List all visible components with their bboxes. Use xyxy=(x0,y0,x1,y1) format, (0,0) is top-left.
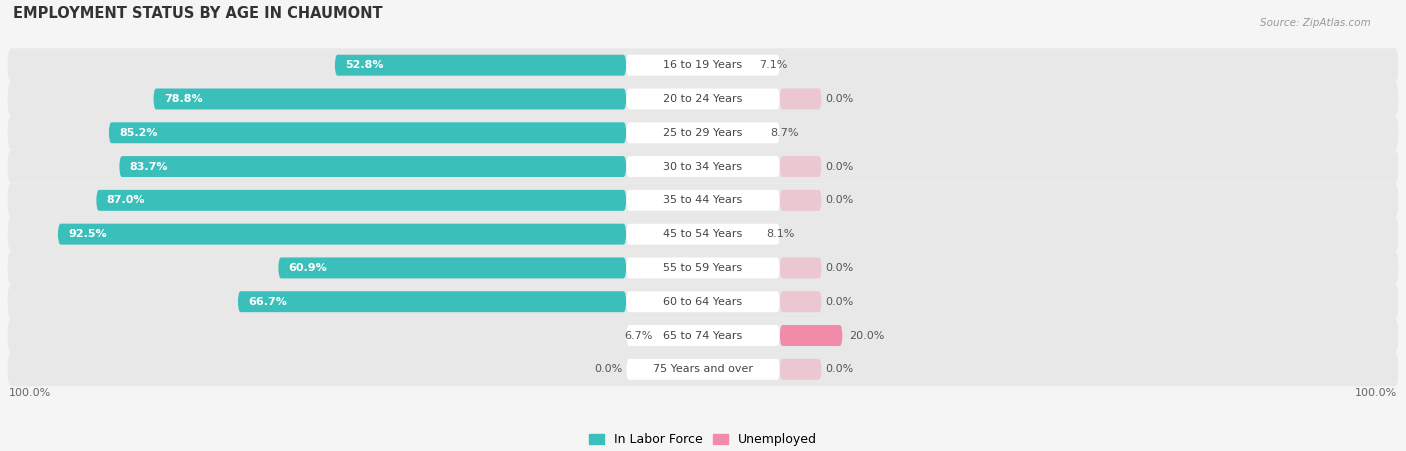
Text: 100.0%: 100.0% xyxy=(8,388,51,398)
FancyBboxPatch shape xyxy=(626,291,780,312)
Text: 75 Years and over: 75 Years and over xyxy=(652,364,754,374)
FancyBboxPatch shape xyxy=(238,291,626,312)
Text: 0.0%: 0.0% xyxy=(825,364,853,374)
Text: 0.0%: 0.0% xyxy=(595,364,623,374)
FancyBboxPatch shape xyxy=(626,190,780,211)
FancyBboxPatch shape xyxy=(278,258,626,278)
FancyBboxPatch shape xyxy=(626,359,780,380)
Text: 0.0%: 0.0% xyxy=(825,195,853,205)
FancyBboxPatch shape xyxy=(7,150,1399,184)
Text: 85.2%: 85.2% xyxy=(120,128,157,138)
FancyBboxPatch shape xyxy=(153,88,626,110)
Text: 8.1%: 8.1% xyxy=(766,229,794,239)
Text: 83.7%: 83.7% xyxy=(129,161,169,171)
Text: 20 to 24 Years: 20 to 24 Years xyxy=(664,94,742,104)
Text: 45 to 54 Years: 45 to 54 Years xyxy=(664,229,742,239)
Text: 20.0%: 20.0% xyxy=(849,331,884,341)
FancyBboxPatch shape xyxy=(626,156,780,177)
FancyBboxPatch shape xyxy=(626,258,780,278)
FancyBboxPatch shape xyxy=(7,82,1399,116)
FancyBboxPatch shape xyxy=(780,359,821,380)
Text: Source: ZipAtlas.com: Source: ZipAtlas.com xyxy=(1260,18,1371,28)
Text: 60 to 64 Years: 60 to 64 Years xyxy=(664,297,742,307)
Text: 92.5%: 92.5% xyxy=(69,229,107,239)
FancyBboxPatch shape xyxy=(7,285,1399,318)
FancyBboxPatch shape xyxy=(780,190,821,211)
FancyBboxPatch shape xyxy=(626,88,780,110)
Text: 100.0%: 100.0% xyxy=(1355,388,1398,398)
Text: 7.1%: 7.1% xyxy=(759,60,787,70)
FancyBboxPatch shape xyxy=(626,224,780,244)
Text: 60.9%: 60.9% xyxy=(288,263,328,273)
Text: 6.7%: 6.7% xyxy=(624,331,652,341)
Text: 65 to 74 Years: 65 to 74 Years xyxy=(664,331,742,341)
Text: 8.7%: 8.7% xyxy=(770,128,799,138)
FancyBboxPatch shape xyxy=(96,190,626,211)
Text: 30 to 34 Years: 30 to 34 Years xyxy=(664,161,742,171)
FancyBboxPatch shape xyxy=(626,122,780,143)
Text: 0.0%: 0.0% xyxy=(825,263,853,273)
FancyBboxPatch shape xyxy=(335,55,626,76)
FancyBboxPatch shape xyxy=(626,55,780,76)
FancyBboxPatch shape xyxy=(780,156,821,177)
FancyBboxPatch shape xyxy=(626,325,780,346)
Text: 55 to 59 Years: 55 to 59 Years xyxy=(664,263,742,273)
FancyBboxPatch shape xyxy=(7,251,1399,285)
Text: 66.7%: 66.7% xyxy=(249,297,287,307)
FancyBboxPatch shape xyxy=(780,291,821,312)
Text: EMPLOYMENT STATUS BY AGE IN CHAUMONT: EMPLOYMENT STATUS BY AGE IN CHAUMONT xyxy=(13,6,382,21)
Text: 87.0%: 87.0% xyxy=(107,195,145,205)
FancyBboxPatch shape xyxy=(7,116,1399,150)
Text: 52.8%: 52.8% xyxy=(346,60,384,70)
Text: 25 to 29 Years: 25 to 29 Years xyxy=(664,128,742,138)
Text: 0.0%: 0.0% xyxy=(825,161,853,171)
FancyBboxPatch shape xyxy=(7,184,1399,217)
FancyBboxPatch shape xyxy=(7,352,1399,386)
Text: 35 to 44 Years: 35 to 44 Years xyxy=(664,195,742,205)
Text: 16 to 19 Years: 16 to 19 Years xyxy=(664,60,742,70)
FancyBboxPatch shape xyxy=(120,156,626,177)
Text: 0.0%: 0.0% xyxy=(825,94,853,104)
FancyBboxPatch shape xyxy=(7,318,1399,352)
Text: 78.8%: 78.8% xyxy=(165,94,202,104)
FancyBboxPatch shape xyxy=(7,48,1399,82)
FancyBboxPatch shape xyxy=(780,325,842,346)
FancyBboxPatch shape xyxy=(58,224,626,244)
FancyBboxPatch shape xyxy=(780,258,821,278)
Text: 0.0%: 0.0% xyxy=(825,297,853,307)
Legend: In Labor Force, Unemployed: In Labor Force, Unemployed xyxy=(583,428,823,451)
FancyBboxPatch shape xyxy=(108,122,626,143)
FancyBboxPatch shape xyxy=(7,217,1399,251)
FancyBboxPatch shape xyxy=(780,88,821,110)
